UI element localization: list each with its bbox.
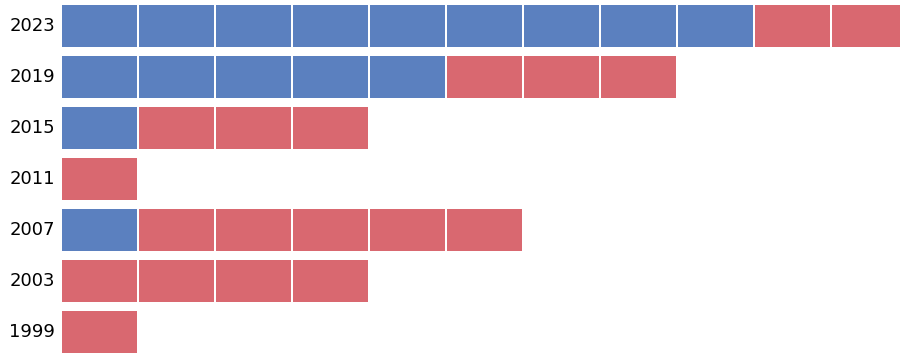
- Bar: [62, 5, 137, 47]
- Text: 2011: 2011: [10, 170, 55, 188]
- Bar: [678, 5, 753, 47]
- Bar: [139, 209, 214, 251]
- Bar: [447, 209, 522, 251]
- Bar: [293, 5, 368, 47]
- Bar: [370, 5, 445, 47]
- Text: 2019: 2019: [9, 68, 55, 86]
- Bar: [139, 260, 214, 302]
- Bar: [62, 260, 137, 302]
- Bar: [370, 209, 445, 251]
- Bar: [601, 56, 676, 98]
- Text: 2007: 2007: [10, 221, 55, 239]
- Bar: [293, 260, 368, 302]
- Bar: [293, 107, 368, 149]
- Text: 2015: 2015: [9, 119, 55, 137]
- Bar: [139, 56, 214, 98]
- Bar: [62, 311, 137, 353]
- Bar: [139, 107, 214, 149]
- Bar: [62, 158, 137, 200]
- Bar: [524, 56, 599, 98]
- Bar: [216, 209, 291, 251]
- Bar: [447, 56, 522, 98]
- Bar: [447, 5, 522, 47]
- Bar: [601, 5, 676, 47]
- Bar: [293, 209, 368, 251]
- Bar: [62, 107, 137, 149]
- Bar: [370, 56, 445, 98]
- Bar: [216, 56, 291, 98]
- Text: 1999: 1999: [9, 323, 55, 341]
- Bar: [755, 5, 830, 47]
- Bar: [216, 260, 291, 302]
- Bar: [62, 209, 137, 251]
- Bar: [832, 5, 900, 47]
- Bar: [139, 5, 214, 47]
- Bar: [524, 5, 599, 47]
- Bar: [216, 107, 291, 149]
- Text: 2003: 2003: [10, 272, 55, 290]
- Bar: [62, 56, 137, 98]
- Bar: [216, 5, 291, 47]
- Bar: [293, 56, 368, 98]
- Text: 2023: 2023: [9, 17, 55, 35]
